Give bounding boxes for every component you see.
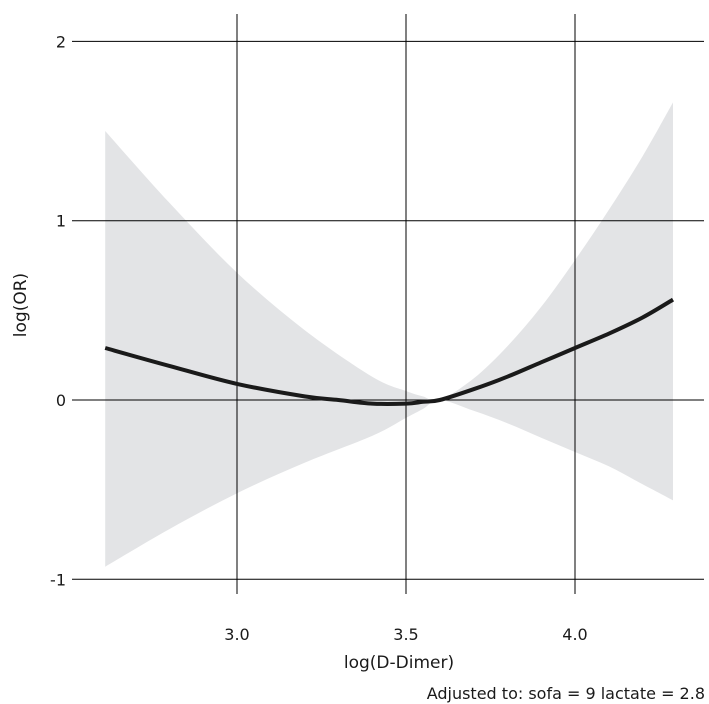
y-tick-label: 2: [56, 32, 66, 51]
y-tick-label: -1: [50, 570, 66, 589]
adjustment-note: Adjusted to: sofa = 9 lactate = 2.8: [427, 684, 705, 703]
x-tick-label: 3.0: [224, 625, 249, 644]
y-axis-title: log(OR): [11, 273, 31, 337]
x-tick-labels: 3.0 3.5 4.0: [224, 625, 587, 644]
estimate-line: [104, 297, 675, 406]
x-tick-label: 3.5: [393, 625, 418, 644]
x-axis-title: log(D-Dimer): [344, 653, 454, 673]
y-tick-label: 0: [56, 391, 66, 410]
confidence-band: [105, 102, 673, 567]
x-tick-label: 4.0: [562, 625, 587, 644]
grid-lines: [72, 14, 704, 594]
y-tick-label: 1: [56, 212, 66, 231]
y-tick-labels: -1 0 1 2: [50, 32, 66, 589]
